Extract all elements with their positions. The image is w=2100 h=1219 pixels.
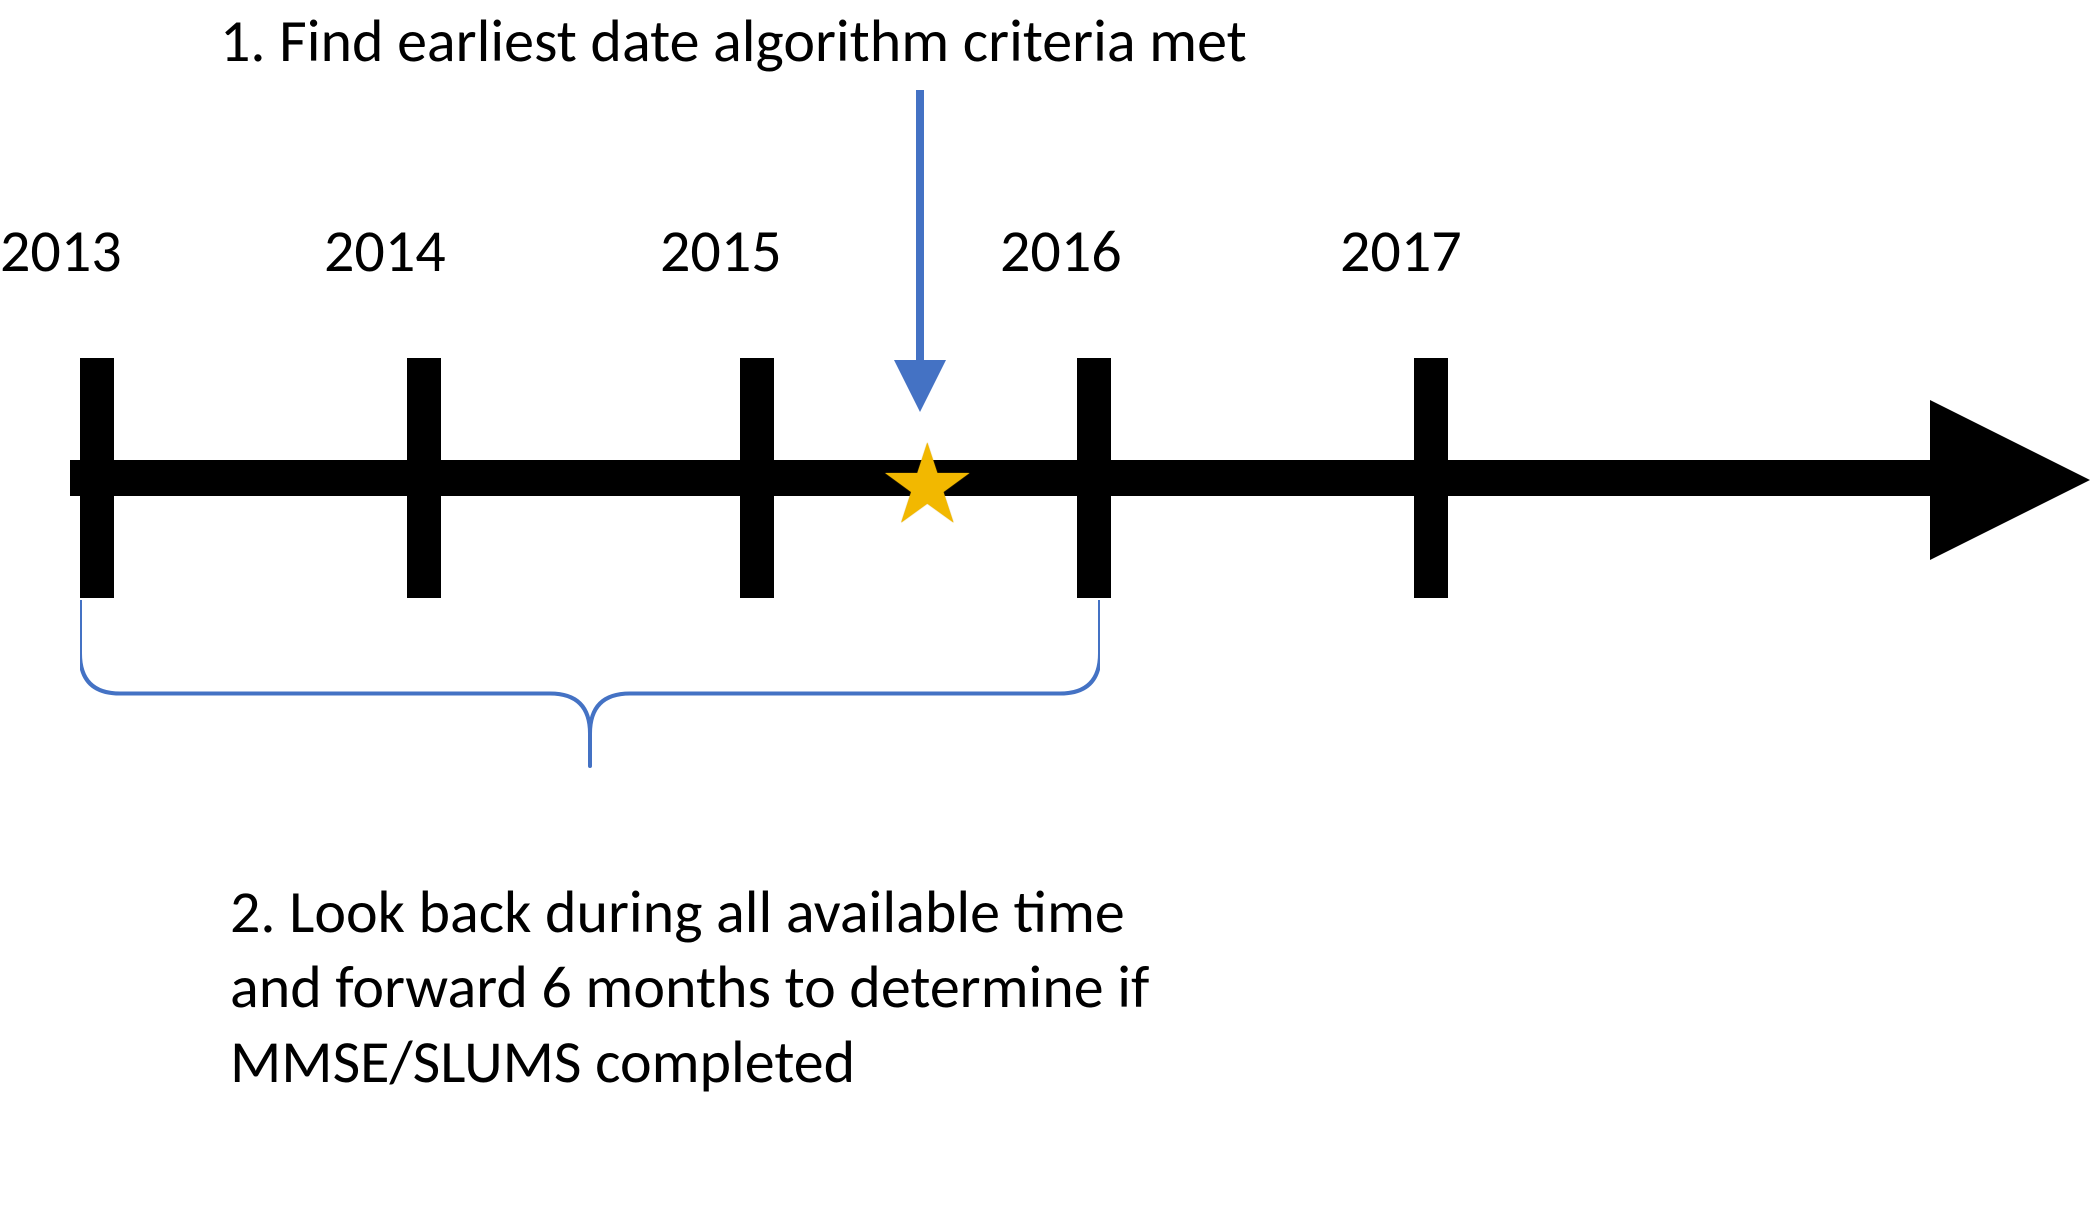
timeline-tick bbox=[407, 358, 441, 598]
pointer-arrow-line bbox=[916, 90, 924, 365]
timeline-arrowhead-icon bbox=[1930, 400, 2090, 560]
year-label: 2016 bbox=[1000, 215, 1122, 288]
timeline-tick bbox=[1414, 358, 1448, 598]
caption-step-2: 2. Look back during all available time a… bbox=[230, 875, 1149, 1100]
year-label: 2014 bbox=[324, 215, 446, 288]
caption-step-2-line1: 2. Look back during all available time bbox=[230, 875, 1149, 950]
year-label: 2013 bbox=[0, 215, 122, 288]
year-label: 2017 bbox=[1340, 215, 1462, 288]
year-label: 2015 bbox=[660, 215, 782, 288]
star-icon: ★ bbox=[878, 430, 977, 540]
timeline-tick bbox=[740, 358, 774, 598]
caption-step-2-line2: and forward 6 months to determine if bbox=[230, 950, 1149, 1025]
caption-step-1: 1. Find earliest date algorithm criteria… bbox=[220, 5, 1247, 78]
brace-icon bbox=[80, 600, 1100, 770]
timeline-tick bbox=[80, 358, 114, 598]
pointer-arrowhead-icon bbox=[894, 360, 946, 412]
caption-step-2-line3: MMSE/SLUMS completed bbox=[230, 1025, 1149, 1100]
timeline-tick bbox=[1077, 358, 1111, 598]
timeline-axis bbox=[70, 460, 1940, 496]
